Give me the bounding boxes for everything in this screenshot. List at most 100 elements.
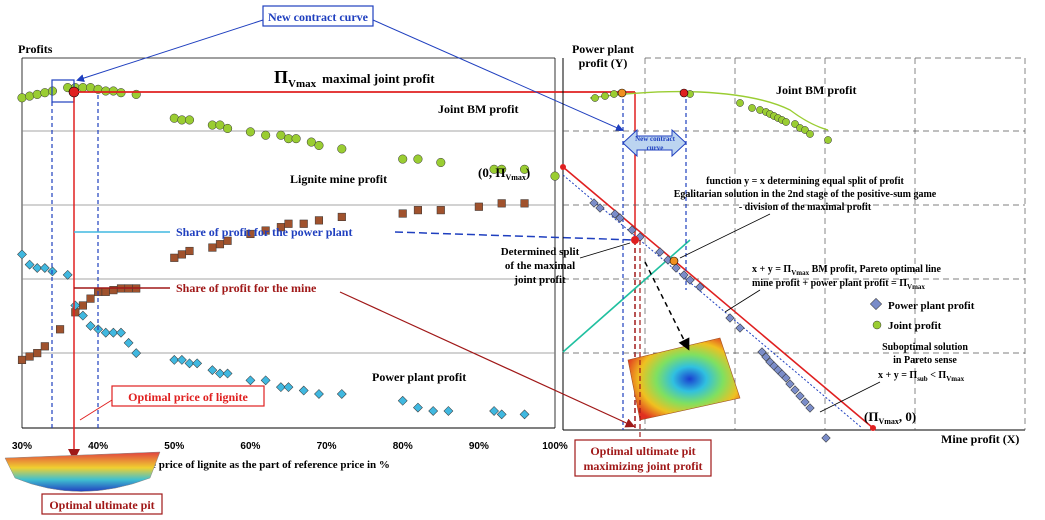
data-point <box>185 246 194 256</box>
contract-arrow-right <box>372 19 624 132</box>
data-point <box>398 209 407 218</box>
joint-bm-left-label: Joint BM profit <box>438 102 518 116</box>
left-plot-frame <box>21 57 556 429</box>
data-point <box>314 140 324 151</box>
joint-point <box>824 136 832 144</box>
optimal-pit-max-box <box>574 439 712 477</box>
data-point <box>56 325 65 334</box>
data-point <box>169 355 180 365</box>
power-point <box>821 433 831 443</box>
x-tick-label: 60% <box>240 441 260 452</box>
data-point <box>17 93 27 103</box>
pareto-label-2: mine profit + power plant profit = ΠVmax <box>752 278 925 291</box>
determined-pointer <box>579 242 631 259</box>
data-point <box>284 219 293 228</box>
data-point <box>123 338 134 348</box>
data-point <box>177 115 187 125</box>
x-tick-label: 70% <box>317 441 337 452</box>
lignite-mine-label: Lignite mine profit <box>290 172 387 186</box>
joint-point <box>748 104 756 112</box>
data-point <box>33 349 42 358</box>
data-point <box>78 310 88 321</box>
optimal-pit-box <box>41 493 163 515</box>
legend: Power plant profit Joint profit <box>869 297 975 332</box>
data-point <box>32 263 43 273</box>
power-point <box>761 352 771 362</box>
power-point <box>781 373 791 383</box>
data-point <box>436 206 445 215</box>
pareto-endpoint-top <box>560 164 566 170</box>
subopt-label-3: x + y = Πsub < ΠVmax <box>878 370 965 383</box>
joint-max-point-right <box>679 88 689 98</box>
optimal-price-pointer <box>79 399 113 421</box>
legend-power-label: Power plant profit <box>888 300 975 312</box>
optimal-pit-max-label-1: Optimal ultimate pit <box>590 444 695 458</box>
power-point <box>725 313 735 323</box>
new-contract-curve-box <box>262 5 374 27</box>
data-point <box>337 212 346 222</box>
data-point <box>100 327 111 338</box>
data-point <box>314 216 324 225</box>
x-axis-ticks: 30% 40% 50% 60% 70% 80% 90% 100% <box>12 441 568 452</box>
determined-label-3: joint profit <box>513 274 566 286</box>
data-point <box>245 375 256 386</box>
data-point <box>413 402 423 413</box>
data-point <box>39 263 50 273</box>
data-point <box>177 355 187 365</box>
data-point <box>208 243 217 252</box>
data-point <box>276 382 286 393</box>
share-power-label: Share of profit for the power plant <box>176 225 352 239</box>
determined-label-1: Determined split <box>501 246 580 258</box>
power-point <box>735 323 745 333</box>
contract-arrow-text-1: New contract <box>635 135 676 143</box>
data-point <box>398 154 408 164</box>
joint-point <box>601 92 609 100</box>
power-point <box>589 198 599 208</box>
data-point <box>192 358 203 369</box>
joint-point <box>791 120 799 128</box>
data-point <box>283 382 294 393</box>
power-point <box>800 397 810 407</box>
data-point <box>550 171 560 181</box>
joint-point <box>801 126 809 134</box>
equal-split-line <box>562 239 691 353</box>
data-point <box>215 368 225 379</box>
data-point <box>428 406 439 416</box>
joint-point <box>591 94 599 102</box>
data-point <box>85 83 96 93</box>
data-point <box>261 130 271 140</box>
data-point <box>474 202 483 211</box>
right-y-label-2: profit (Y) <box>579 56 628 70</box>
share-power-dash <box>394 231 636 241</box>
data-point <box>245 127 255 137</box>
share-mine-label: Share of profit for the mine <box>176 281 317 295</box>
data-point <box>24 259 35 270</box>
data-point <box>215 240 225 249</box>
pareto-pointer <box>724 289 761 313</box>
right-joint-points <box>591 88 832 144</box>
power-point <box>615 213 625 223</box>
right-y-label-1: Power plant <box>572 42 634 56</box>
data-point <box>519 409 530 420</box>
power-point <box>685 275 695 285</box>
power-point <box>627 225 637 235</box>
power-plant-left-label: Power plant profit <box>372 370 466 384</box>
data-point <box>169 113 179 123</box>
data-point <box>184 358 195 369</box>
joint-point <box>610 90 618 98</box>
data-point <box>177 250 186 259</box>
right-power-points <box>589 198 831 443</box>
data-point <box>184 115 195 125</box>
power-point <box>655 247 665 257</box>
joint-bm-right-label: Joint BM profit <box>776 83 856 97</box>
power-point <box>805 403 815 413</box>
optimal-price-callout: Optimal price of lignite <box>128 390 248 404</box>
subopt-pointer <box>819 381 881 413</box>
power-point <box>795 391 805 401</box>
power-point <box>785 379 795 389</box>
data-point <box>314 389 324 399</box>
data-point <box>32 89 42 99</box>
data-point <box>101 86 111 96</box>
data-point <box>170 253 179 262</box>
optimal-price-callout-box <box>111 385 265 407</box>
